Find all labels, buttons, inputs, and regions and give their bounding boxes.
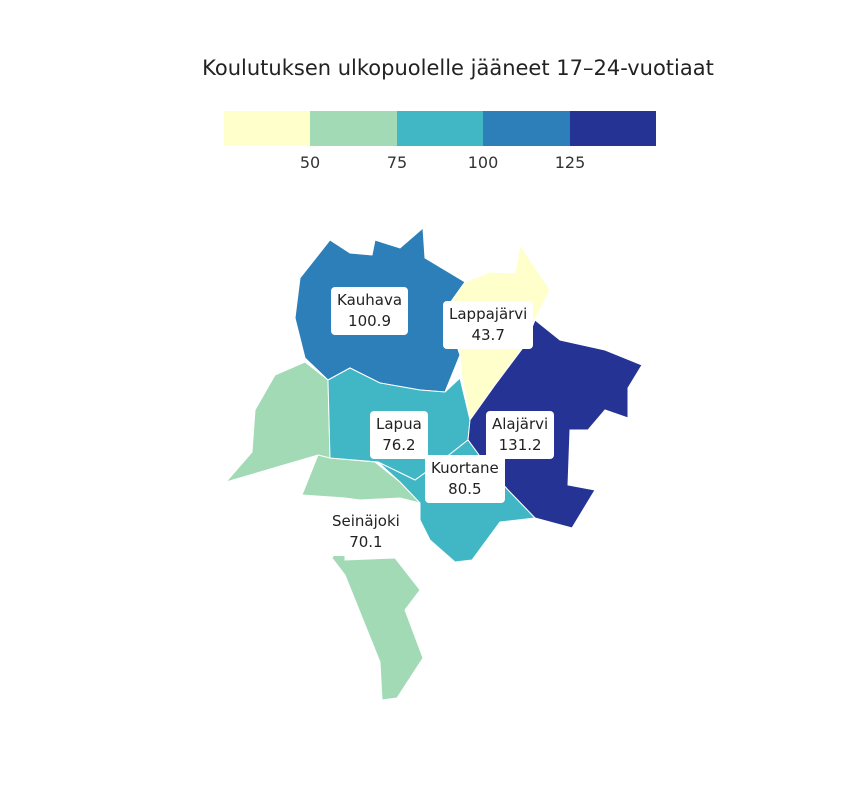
label-value: 100.9 <box>348 312 391 330</box>
label-name: Kauhava <box>337 291 403 309</box>
legend-swatch-5 <box>569 111 657 146</box>
label-kauhava: Kauhava 100.9 <box>331 287 409 335</box>
legend-swatch-1 <box>224 111 311 146</box>
label-value: 76.2 <box>382 436 416 454</box>
label-seinajoki: Seinäjoki 70.1 <box>326 508 406 556</box>
legend-tick-100: 100 <box>467 153 499 172</box>
label-value: 70.1 <box>349 533 383 551</box>
label-name: Alajärvi <box>492 415 549 433</box>
label-alajarvi: Alajärvi 131.2 <box>486 411 555 459</box>
color-legend <box>224 111 657 146</box>
label-lappajarvi: Lappajärvi 43.7 <box>443 301 534 349</box>
label-name: Kuortane <box>431 459 499 477</box>
legend-ticks: 50 75 100 125 <box>224 153 656 175</box>
legend-tick-125: 125 <box>554 153 586 172</box>
legend-swatch-2 <box>310 111 397 146</box>
legend-swatch-4 <box>483 111 570 146</box>
label-name: Seinäjoki <box>332 512 400 530</box>
legend-tick-50: 50 <box>299 153 321 172</box>
map-title: Koulutuksen ulkopuolelle jääneet 17–24-v… <box>202 56 714 80</box>
label-lapua: Lapua 76.2 <box>370 411 428 459</box>
label-value: 43.7 <box>471 326 505 344</box>
legend-tick-75: 75 <box>386 153 408 172</box>
label-value: 80.5 <box>448 480 482 498</box>
legend-swatch-3 <box>396 111 484 146</box>
label-name: Lapua <box>376 415 422 433</box>
label-value: 131.2 <box>498 436 542 454</box>
label-kuortane: Kuortane 80.5 <box>425 455 505 503</box>
label-name: Lappajärvi <box>449 305 528 323</box>
